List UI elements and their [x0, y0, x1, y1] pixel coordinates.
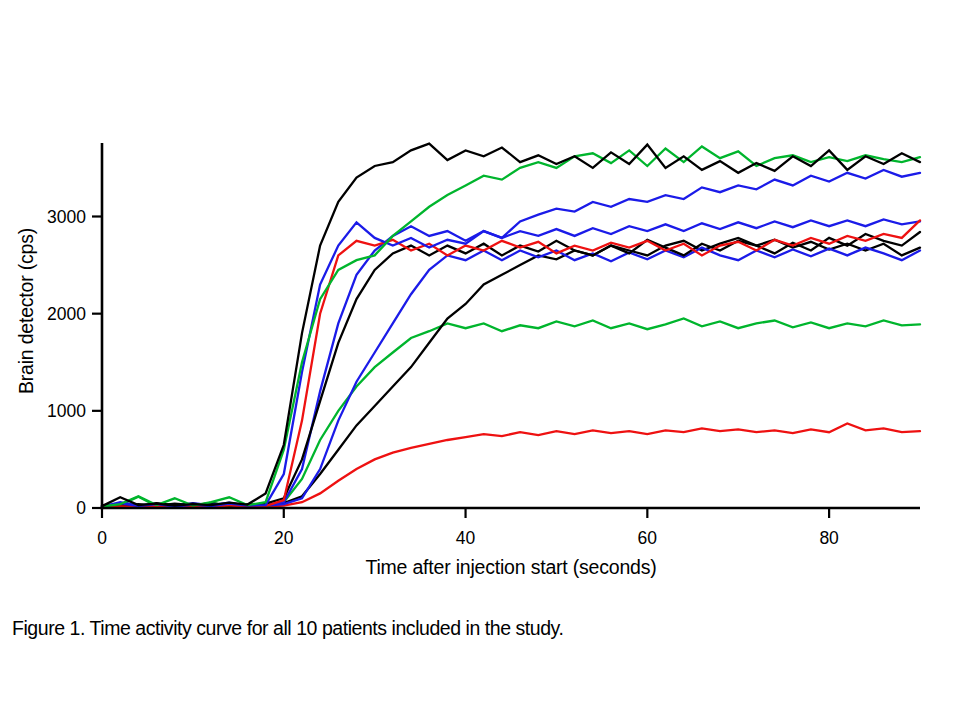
series-line-black-3 [102, 238, 920, 506]
figure-page: 0 20 40 60 80 0 1000 2000 3000 Brain detector (c… [0, 0, 960, 720]
x-tick-label: 60 [638, 528, 658, 548]
x-tick-label: 20 [274, 528, 294, 548]
time-activity-chart: 0 20 40 60 80 0 1000 2000 3000 [0, 0, 960, 600]
series-line-black-1 [102, 144, 920, 507]
time-activity-chart-figure: 0 20 40 60 80 0 1000 2000 3000 Brain detector (c… [0, 0, 960, 600]
series-line-blue-1 [102, 170, 920, 507]
series-line-black-2 [102, 232, 920, 506]
y-axis-title: Brain detector (cps) [15, 111, 41, 511]
series-line-green-2 [102, 319, 920, 508]
x-tick-label: 40 [456, 528, 476, 548]
series-line-red-1 [102, 220, 920, 507]
figure-caption: Figure 1. Time activity curve for all 10… [12, 617, 912, 640]
y-tick-label: 2000 [47, 304, 86, 324]
series-line-red-2 [102, 424, 920, 508]
y-tick-label: 1000 [47, 401, 86, 421]
x-axis-title: Time after injection start (seconds) [102, 556, 920, 582]
series-line-blue-3 [102, 248, 920, 507]
x-tick-label: 80 [819, 528, 839, 548]
series-line-blue-2 [102, 219, 920, 506]
y-tick-label: 0 [76, 498, 86, 518]
y-tick-label: 3000 [47, 207, 86, 227]
x-tick-label: 0 [97, 528, 107, 548]
